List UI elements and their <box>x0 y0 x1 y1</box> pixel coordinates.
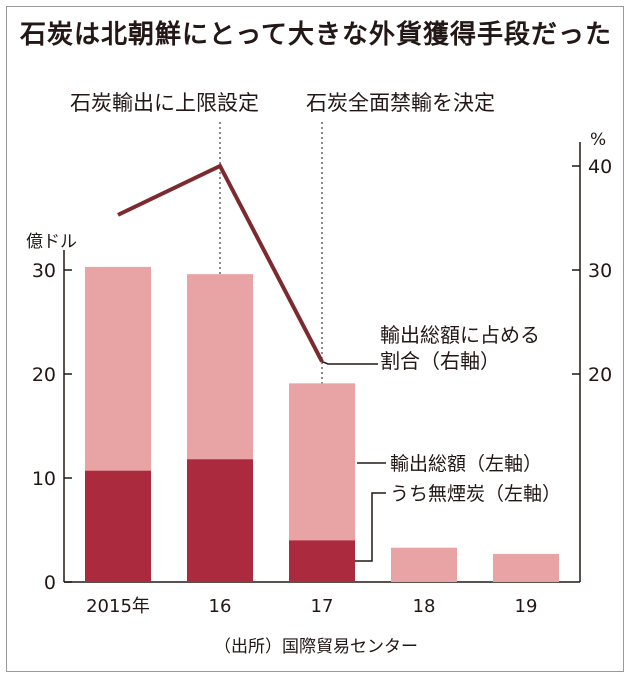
x-tick-label: 2015年 <box>86 596 150 617</box>
y-left-tick-label: 30 <box>32 260 56 282</box>
y-left-tick-label: 0 <box>44 572 56 594</box>
event-annotation: 石炭輸出に上限設定 <box>70 91 259 115</box>
anthracite-leader-line <box>355 492 386 562</box>
source-note: （出所）国際貿易センター <box>214 637 418 657</box>
bar-anthracite <box>289 540 355 582</box>
y-right-tick-label: 30 <box>588 260 612 282</box>
y-left-axis-label: 億ドル <box>26 232 77 252</box>
share-line <box>117 163 324 363</box>
x-tick-label: 17 <box>311 596 334 617</box>
share-label-line1: 輸出総額に占める <box>380 323 540 347</box>
x-tick-label: 16 <box>209 596 232 617</box>
bar-total-exports <box>493 553 559 582</box>
total-legend-label: 輸出総額（左軸） <box>390 453 542 475</box>
y-right-tick-label: 40 <box>588 156 612 178</box>
chart-title: 石炭は北朝鮮にとって大きな外貨獲得手段だった <box>20 20 612 50</box>
chart-frame <box>6 6 624 672</box>
bar-anthracite <box>85 470 151 582</box>
y-right-axis-label: % <box>590 130 606 150</box>
y-left-tick-label: 10 <box>32 468 56 490</box>
anthracite-legend-label: うち無煙炭（左軸） <box>390 483 561 505</box>
y-right-tick-label: 20 <box>588 364 612 386</box>
event-annotation: 石炭全面禁輸を決定 <box>306 91 495 115</box>
y-left-tick-label: 20 <box>32 364 56 386</box>
x-tick-label: 18 <box>413 596 436 617</box>
x-tick-label: 19 <box>515 596 538 617</box>
share-leader-line <box>321 360 378 365</box>
bar-total-exports <box>391 547 457 582</box>
share-label-line2: 割合（右軸） <box>380 349 500 373</box>
bar-anthracite <box>187 459 253 582</box>
